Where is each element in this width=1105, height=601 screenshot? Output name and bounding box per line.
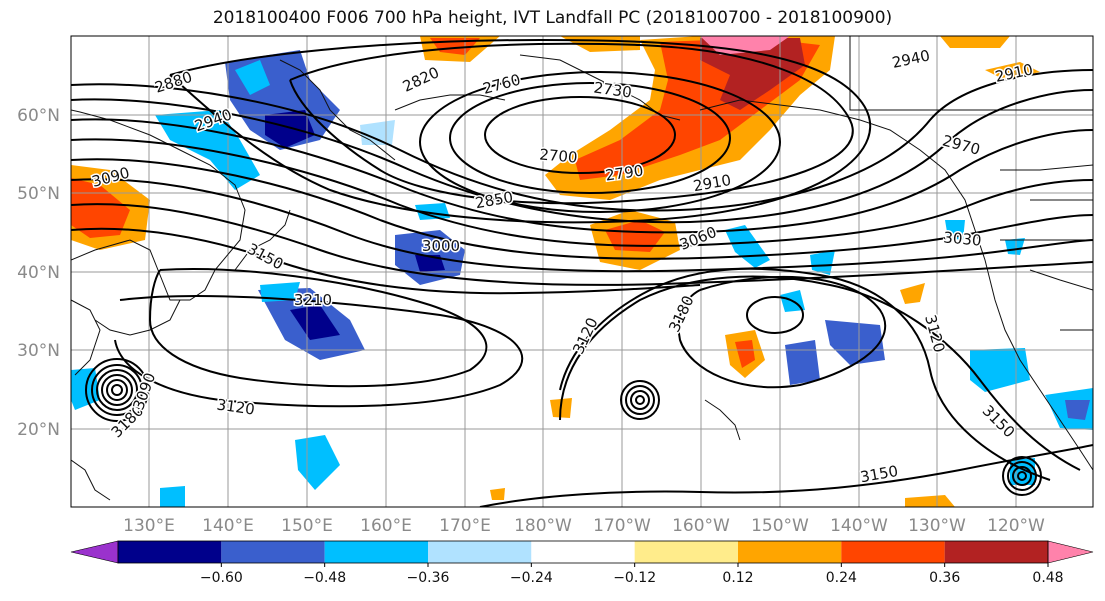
colorbar-segment [324, 541, 428, 563]
map-title: 2018100400 F006 700 hPa height, IVT Land… [212, 8, 893, 28]
lon-label: 140°W [830, 516, 888, 536]
lat-label: 40°N [17, 263, 60, 283]
colorbar-segment [118, 541, 222, 563]
colorbar-segment [1047, 540, 1094, 564]
colorbar-tick-label: 0.36 [929, 570, 960, 586]
lon-label: 140°E [202, 516, 254, 536]
lat-label: 30°N [17, 341, 60, 361]
colorbar-tick-label: 0.12 [722, 570, 753, 586]
contour-label: 3030 [943, 228, 983, 249]
lat-label: 60°N [17, 106, 60, 126]
lon-label: 150°E [281, 516, 333, 536]
contour-label: 3000 [422, 237, 460, 255]
colorbar-tick-label: −0.12 [613, 570, 656, 586]
longitude-labels: 130°E 140°E 150°E 160°E 170°E 180°W 170°… [123, 516, 1045, 536]
colorbar-segment [944, 541, 1048, 563]
colorbar-tick-label: −0.24 [510, 570, 553, 586]
lon-label: 160°E [360, 516, 412, 536]
colorbar-tick-label: −0.48 [303, 570, 346, 586]
height-contours [71, 38, 1093, 507]
lat-label: 20°N [17, 420, 60, 440]
colorbar-segment [841, 541, 945, 563]
colorbar-tick-label: −0.36 [407, 570, 450, 586]
colorbar-tick-label: 0.24 [826, 570, 857, 586]
lon-label: 150°W [751, 516, 809, 536]
ivt-positive-shading [71, 36, 1040, 507]
contour-label: 3210 [294, 291, 332, 309]
lon-label: 170°W [593, 516, 651, 536]
contour-label: 2700 [539, 145, 579, 166]
lon-label: 180°W [514, 516, 572, 536]
colorbar-tick-label: 0.48 [1032, 570, 1063, 586]
colorbar-segment [428, 541, 532, 563]
colorbar-segment [531, 541, 635, 563]
map-frame [70, 35, 1094, 508]
colorbar-segment [70, 540, 119, 564]
colorbar: −0.60 −0.48 −0.36 −0.24 −0.12 0.12 0.24 0.36 0.4… [70, 540, 1094, 586]
lon-label: 170°E [439, 516, 491, 536]
lon-label: 130°W [908, 516, 966, 536]
lon-label: 160°W [672, 516, 730, 536]
lat-label: 50°N [17, 184, 60, 204]
colorbar-segment [738, 541, 842, 563]
lon-label: 130°E [123, 516, 175, 536]
latitude-labels: 60°N 50°N 40°N 30°N 20°N [17, 106, 60, 440]
colorbar-segment [634, 541, 738, 563]
colorbar-segment [221, 541, 325, 563]
colorbar-outline [117, 540, 1049, 564]
lon-label: 120°W [987, 516, 1045, 536]
colorbar-tick-label: −0.60 [200, 570, 243, 586]
